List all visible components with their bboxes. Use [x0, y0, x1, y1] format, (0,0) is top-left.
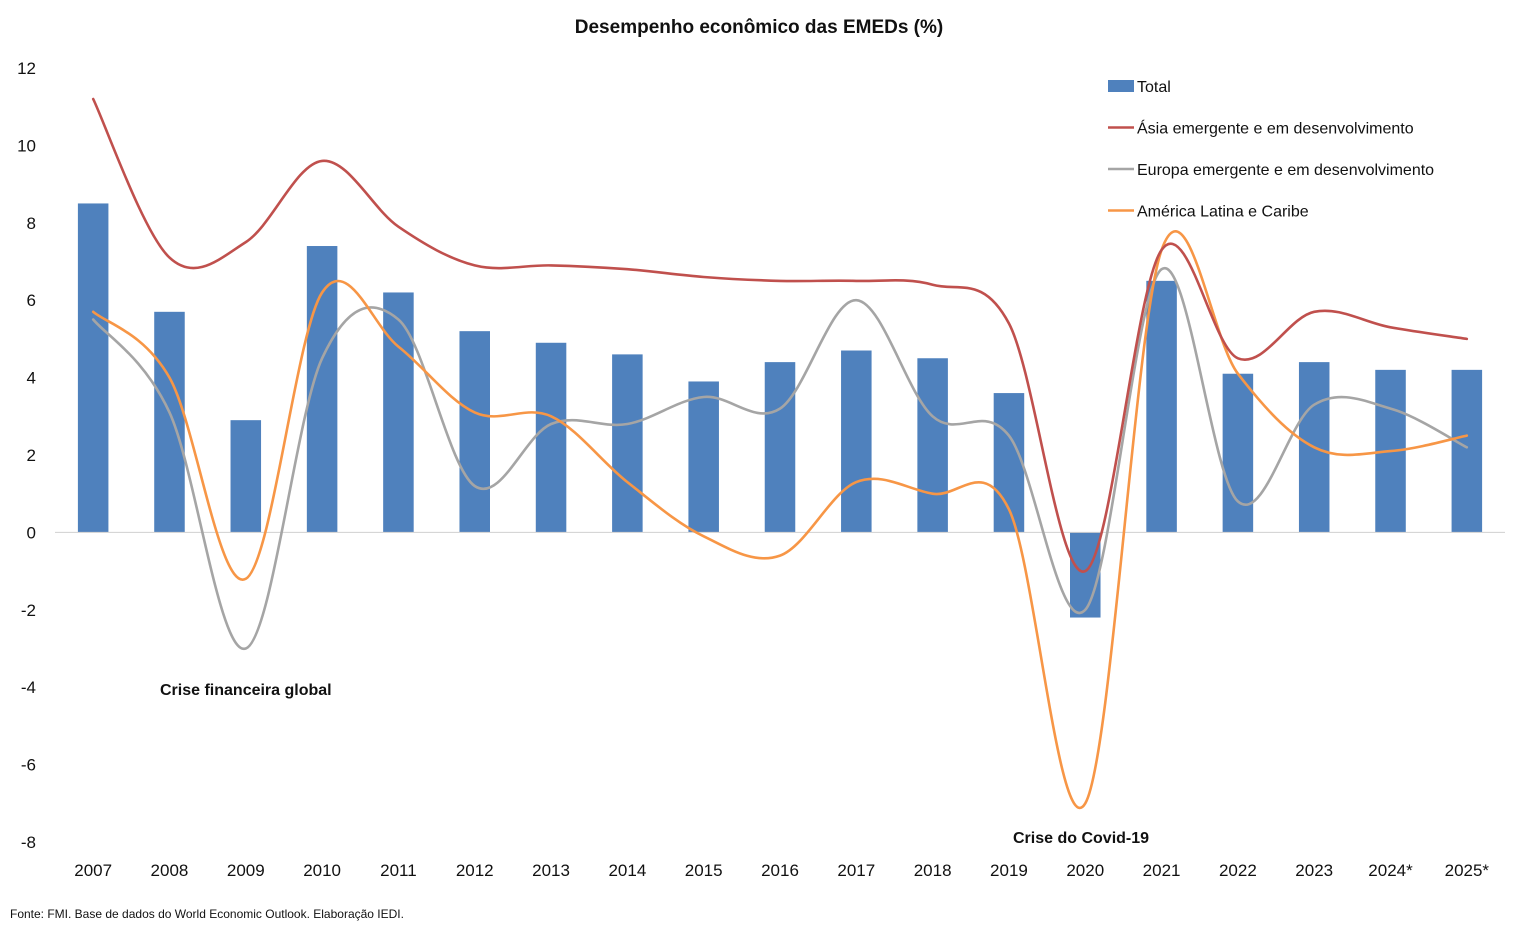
x-tick-label: 2020	[1066, 861, 1104, 880]
annotation-covid-crisis: Crise do Covid-19	[1013, 830, 1149, 847]
x-tick-label: 2011	[380, 861, 417, 880]
legend-label: Europa emergente e em desenvolvimento	[1137, 162, 1434, 179]
bar-2025*	[1451, 369, 1483, 533]
y-tick-label: 6	[27, 291, 36, 310]
y-tick-label: -6	[21, 756, 36, 775]
bar-2008	[154, 311, 185, 533]
y-tick-label: -2	[21, 601, 36, 620]
x-tick-label: 2007	[74, 861, 112, 880]
legend-label: América Latina e Caribe	[1137, 204, 1309, 221]
x-tick-label: 2008	[151, 861, 189, 880]
legend-swatch-bar	[1108, 80, 1134, 92]
bar-2009	[230, 420, 262, 533]
bar-2021	[1146, 280, 1177, 533]
legend: Total Ásia emergente e em desenvolvimento…	[1108, 79, 1434, 221]
x-tick-label: 2021	[1143, 861, 1181, 880]
legend-label: Ásia emergente e em desenvolvimento	[1137, 119, 1414, 138]
x-tick-label: 2017	[837, 861, 875, 880]
chart-title: Desempenho econômico das EMEDs (%)	[575, 17, 943, 38]
y-axis: 12 10 8 6 4 2 0 -2 -4 -6 -8	[17, 59, 36, 852]
y-tick-label: -8	[21, 833, 36, 852]
x-tick-label: 2014	[608, 861, 646, 880]
legend-label: Total	[1137, 79, 1171, 96]
x-tick-label: 2018	[914, 861, 952, 880]
y-tick-label: 12	[17, 59, 36, 78]
y-tick-label: 4	[27, 369, 36, 388]
annotation-financial-crisis: Crise financeira global	[160, 682, 332, 699]
x-tick-label: 2010	[303, 861, 341, 880]
y-tick-label: 10	[17, 136, 36, 155]
y-tick-label: -4	[21, 678, 36, 697]
x-tick-label: 2012	[456, 861, 494, 880]
source-note: Fonte: FMI. Base de dados do World Econo…	[10, 907, 404, 921]
y-tick-label: 0	[27, 523, 36, 542]
bar-2012	[459, 331, 490, 533]
bar-2017	[841, 350, 872, 533]
y-tick-label: 8	[27, 214, 36, 233]
x-tick-label: 2009	[227, 861, 265, 880]
bar-2014	[612, 354, 643, 533]
x-tick-label: 2016	[761, 861, 799, 880]
bar-2007	[77, 203, 109, 533]
bar-2020	[1070, 532, 1101, 618]
bar-2011	[383, 292, 414, 533]
x-axis: 2007 2008 2009 2010 2011 2012 2013 2014 2015 2016…	[74, 861, 1489, 880]
lines-group	[91, 97, 1469, 809]
x-tick-label: 2015	[685, 861, 723, 880]
line-ásia	[91, 97, 1469, 573]
x-tick-label: 2019	[990, 861, 1028, 880]
line-europa	[91, 267, 1469, 650]
x-tick-label: 2013	[532, 861, 570, 880]
line-américa	[91, 230, 1469, 809]
bar-2013	[535, 342, 567, 533]
bar-2018	[917, 358, 948, 533]
x-tick-label: 2025*	[1445, 861, 1490, 880]
bar-2015	[688, 381, 719, 533]
x-tick-label: 2024*	[1368, 861, 1413, 880]
bar-2022	[1222, 373, 1254, 533]
bar-2016	[764, 362, 796, 533]
x-tick-label: 2022	[1219, 861, 1257, 880]
x-tick-label: 2023	[1295, 861, 1333, 880]
y-tick-label: 2	[27, 446, 36, 465]
